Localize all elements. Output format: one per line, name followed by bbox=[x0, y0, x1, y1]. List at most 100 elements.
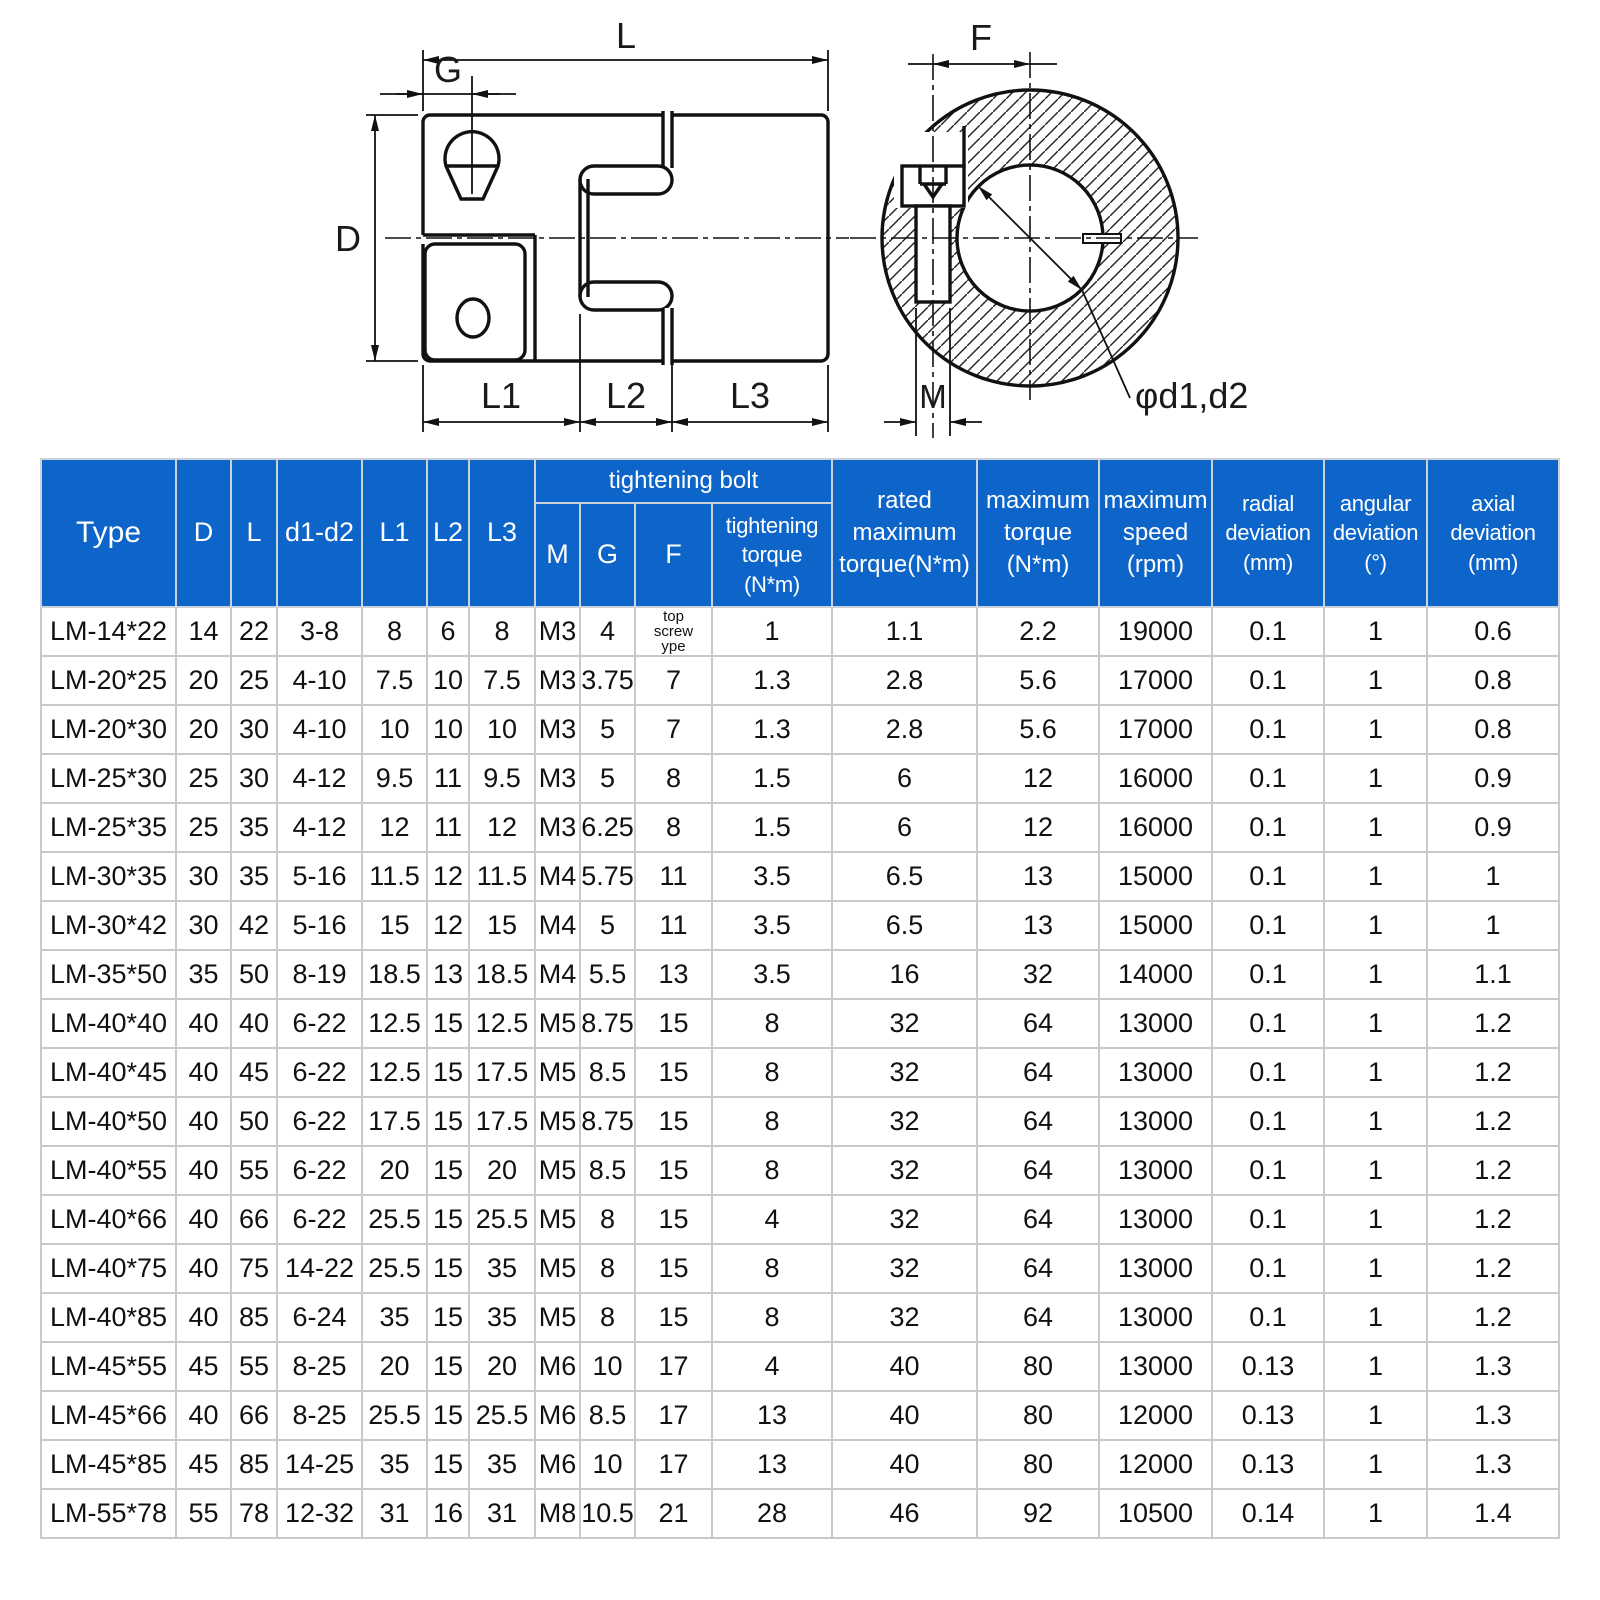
table-cell: 45 bbox=[230, 1047, 278, 1098]
table-cell: 1.2 bbox=[1426, 1096, 1561, 1147]
table-cell: LM-40*85 bbox=[40, 1292, 177, 1343]
table-cell: 35 bbox=[468, 1292, 536, 1343]
table-cell: 32 bbox=[976, 949, 1101, 1000]
table-cell: 12000 bbox=[1098, 1439, 1214, 1490]
col-header-tightening-torque: tightening torque (N*m) bbox=[710, 502, 834, 608]
table-cell: M5 bbox=[534, 998, 581, 1049]
table-cell: 40 bbox=[175, 1096, 232, 1147]
table-cell: 0.8 bbox=[1426, 704, 1561, 755]
table-cell: 1 bbox=[1323, 1292, 1429, 1343]
table-cell: LM-40*50 bbox=[40, 1096, 177, 1147]
table-cell: 8 bbox=[634, 753, 713, 804]
table-cell: 80 bbox=[976, 1390, 1101, 1441]
table-cell: 15 bbox=[634, 998, 713, 1049]
table-cell: 6-22 bbox=[276, 1047, 363, 1098]
table-cell: 55 bbox=[230, 1341, 278, 1392]
table-cell: 6-22 bbox=[276, 1145, 363, 1196]
table-row: LM-40*50 40 50 6-22 17.5 15 17.5 M5 8.75 15 8 32 64 1… bbox=[40, 1096, 1561, 1147]
table-cell: 5-16 bbox=[276, 900, 363, 951]
table-cell: 1 bbox=[1323, 1096, 1429, 1147]
table-cell: 10500 bbox=[1098, 1488, 1214, 1539]
table-cell: 85 bbox=[230, 1439, 278, 1490]
table-cell: 0.14 bbox=[1211, 1488, 1326, 1539]
table-cell: LM-25*30 bbox=[40, 753, 177, 804]
table-cell: LM-45*85 bbox=[40, 1439, 177, 1490]
col-header-l2: L2 bbox=[426, 458, 470, 608]
table-cell: M8 bbox=[534, 1488, 581, 1539]
table-cell: 6-22 bbox=[276, 1096, 363, 1147]
table-cell: 11 bbox=[426, 753, 470, 804]
bore-diameter-label: φd1,d2 bbox=[1135, 375, 1248, 416]
table-cell: 8 bbox=[710, 998, 834, 1049]
table-cell: LM-20*30 bbox=[40, 704, 177, 755]
spec-table-body: LM-14*22 14 22 3-8 8 6 8 M3 4 top screw ype 1 1.1 2.… bbox=[40, 606, 1561, 1539]
dim-label-G: G bbox=[434, 49, 462, 90]
table-cell: 17 bbox=[634, 1439, 713, 1490]
table-cell: 13000 bbox=[1098, 1194, 1214, 1245]
table-cell: 1 bbox=[1323, 655, 1429, 706]
table-cell: 4-10 bbox=[276, 704, 363, 755]
table-cell: 64 bbox=[976, 1194, 1101, 1245]
table-cell: M4 bbox=[534, 949, 581, 1000]
table-cell: 15 bbox=[634, 1047, 713, 1098]
table-cell: 46 bbox=[831, 1488, 979, 1539]
table-cell: 14-22 bbox=[276, 1243, 363, 1294]
table-cell: 15 bbox=[426, 1439, 470, 1490]
col-header-radial-deviation: radial deviation (mm) bbox=[1211, 458, 1326, 608]
table-cell: 4 bbox=[710, 1194, 834, 1245]
table-cell: 80 bbox=[976, 1341, 1101, 1392]
col-header-l: L bbox=[230, 458, 278, 608]
spec-table: Type D L d1-d2 L1 L2 L3 tightening bolt … bbox=[40, 458, 1561, 1539]
table-cell: 32 bbox=[831, 1096, 979, 1147]
table-cell: 5 bbox=[579, 704, 636, 755]
table-cell: 40 bbox=[831, 1390, 979, 1441]
table-cell: 18.5 bbox=[468, 949, 536, 1000]
table-cell: 25 bbox=[175, 753, 232, 804]
front-view-drawing: F M φd1,d2 bbox=[850, 17, 1248, 438]
table-cell: 12.5 bbox=[361, 1047, 428, 1098]
table-cell: 1.5 bbox=[710, 802, 834, 853]
table-cell: 7.5 bbox=[468, 655, 536, 706]
table-cell: 11.5 bbox=[468, 851, 536, 902]
table-cell: 4-12 bbox=[276, 753, 363, 804]
table-cell: 10 bbox=[579, 1341, 636, 1392]
table-cell: 13 bbox=[976, 851, 1101, 902]
table-cell: 32 bbox=[831, 1292, 979, 1343]
table-cell: M4 bbox=[534, 851, 581, 902]
table-cell: 32 bbox=[831, 1243, 979, 1294]
table-cell: 13000 bbox=[1098, 1096, 1214, 1147]
table-cell: 8.75 bbox=[579, 1096, 636, 1147]
table-cell: 6-22 bbox=[276, 1194, 363, 1245]
table-cell: 12 bbox=[976, 753, 1101, 804]
table-cell: 32 bbox=[831, 1194, 979, 1245]
table-cell: 20 bbox=[468, 1341, 536, 1392]
table-cell: M3 bbox=[534, 802, 581, 853]
table-cell: 40 bbox=[831, 1341, 979, 1392]
table-cell: 35 bbox=[230, 851, 278, 902]
table-cell: 8-25 bbox=[276, 1390, 363, 1441]
table-cell: M3 bbox=[534, 606, 581, 657]
table-row: LM-25*30 25 30 4-12 9.5 11 9.5 M3 5 8 1.5 6 12 16000 0… bbox=[40, 753, 1561, 804]
table-cell: 32 bbox=[831, 1145, 979, 1196]
table-cell: LM-45*66 bbox=[40, 1390, 177, 1441]
table-cell: 8.75 bbox=[579, 998, 636, 1049]
table-row: LM-14*22 14 22 3-8 8 6 8 M3 4 top screw ype 1 1.1 2.… bbox=[40, 606, 1561, 657]
table-cell: 1.3 bbox=[710, 655, 834, 706]
table-cell: 0.1 bbox=[1211, 1194, 1326, 1245]
table-cell: 64 bbox=[976, 998, 1101, 1049]
table-cell: LM-40*45 bbox=[40, 1047, 177, 1098]
table-cell: 0.1 bbox=[1211, 1243, 1326, 1294]
table-cell: 12.5 bbox=[468, 998, 536, 1049]
table-cell: 8.5 bbox=[579, 1047, 636, 1098]
table-cell: 2.2 bbox=[976, 606, 1101, 657]
table-cell: 10 bbox=[361, 704, 428, 755]
table-cell: 25 bbox=[230, 655, 278, 706]
table-cell: 64 bbox=[976, 1243, 1101, 1294]
table-row: LM-40*45 40 45 6-22 12.5 15 17.5 M5 8.5 15 8 32 64 13… bbox=[40, 1047, 1561, 1098]
table-cell: 4 bbox=[579, 606, 636, 657]
table-cell: 6.5 bbox=[831, 900, 979, 951]
table-cell: 66 bbox=[230, 1390, 278, 1441]
table-cell: LM-14*22 bbox=[40, 606, 177, 657]
table-cell: 1.3 bbox=[1426, 1439, 1561, 1490]
table-cell: 2.8 bbox=[831, 704, 979, 755]
